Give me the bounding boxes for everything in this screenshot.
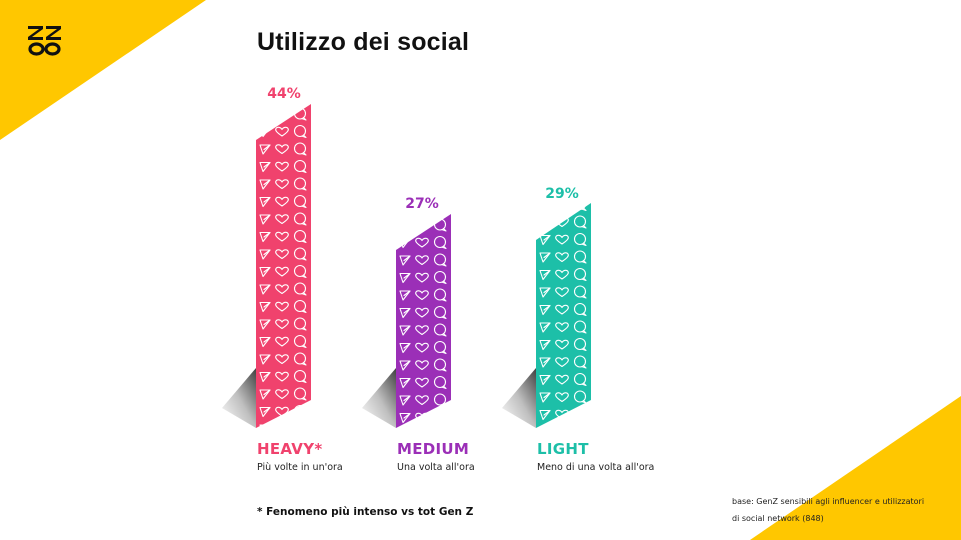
footnote: * Fenomeno più intenso vs tot Gen Z <box>257 506 474 518</box>
bottom-right-yellow-triangle <box>750 396 961 540</box>
value-label-heavy: 44% <box>267 86 301 102</box>
zz8-logo-icon <box>28 26 61 56</box>
category-sub-heavy: Più volte in un'ora <box>257 462 343 473</box>
bar-light <box>502 203 591 428</box>
base-note: base: GenZ sensibili agli influencer e u… <box>732 493 961 527</box>
category-sub-medium: Una volta all'ora <box>397 462 475 473</box>
value-label-light: 29% <box>545 186 579 202</box>
page-title: Utilizzo dei social <box>257 28 470 56</box>
value-label-medium: 27% <box>405 196 439 212</box>
category-sub-light: Meno di una volta all'ora <box>537 462 655 473</box>
bar-medium-fill <box>396 214 451 428</box>
category-label-light: LIGHT <box>537 440 589 458</box>
bar-heavy-fill <box>256 104 311 428</box>
bar-medium-shadow <box>362 368 396 428</box>
bar-medium <box>362 214 451 428</box>
base-note-line-2: di social network (848) <box>732 514 824 523</box>
bar-heavy <box>222 104 311 428</box>
category-label-heavy: HEAVY* <box>257 440 323 458</box>
bar-light-fill <box>536 203 591 428</box>
base-note-line-1: base: GenZ sensibili agli influencer e u… <box>732 497 925 506</box>
category-label-medium: MEDIUM <box>397 440 470 458</box>
bar-heavy-shadow <box>222 368 256 428</box>
bar-light-shadow <box>502 368 536 428</box>
